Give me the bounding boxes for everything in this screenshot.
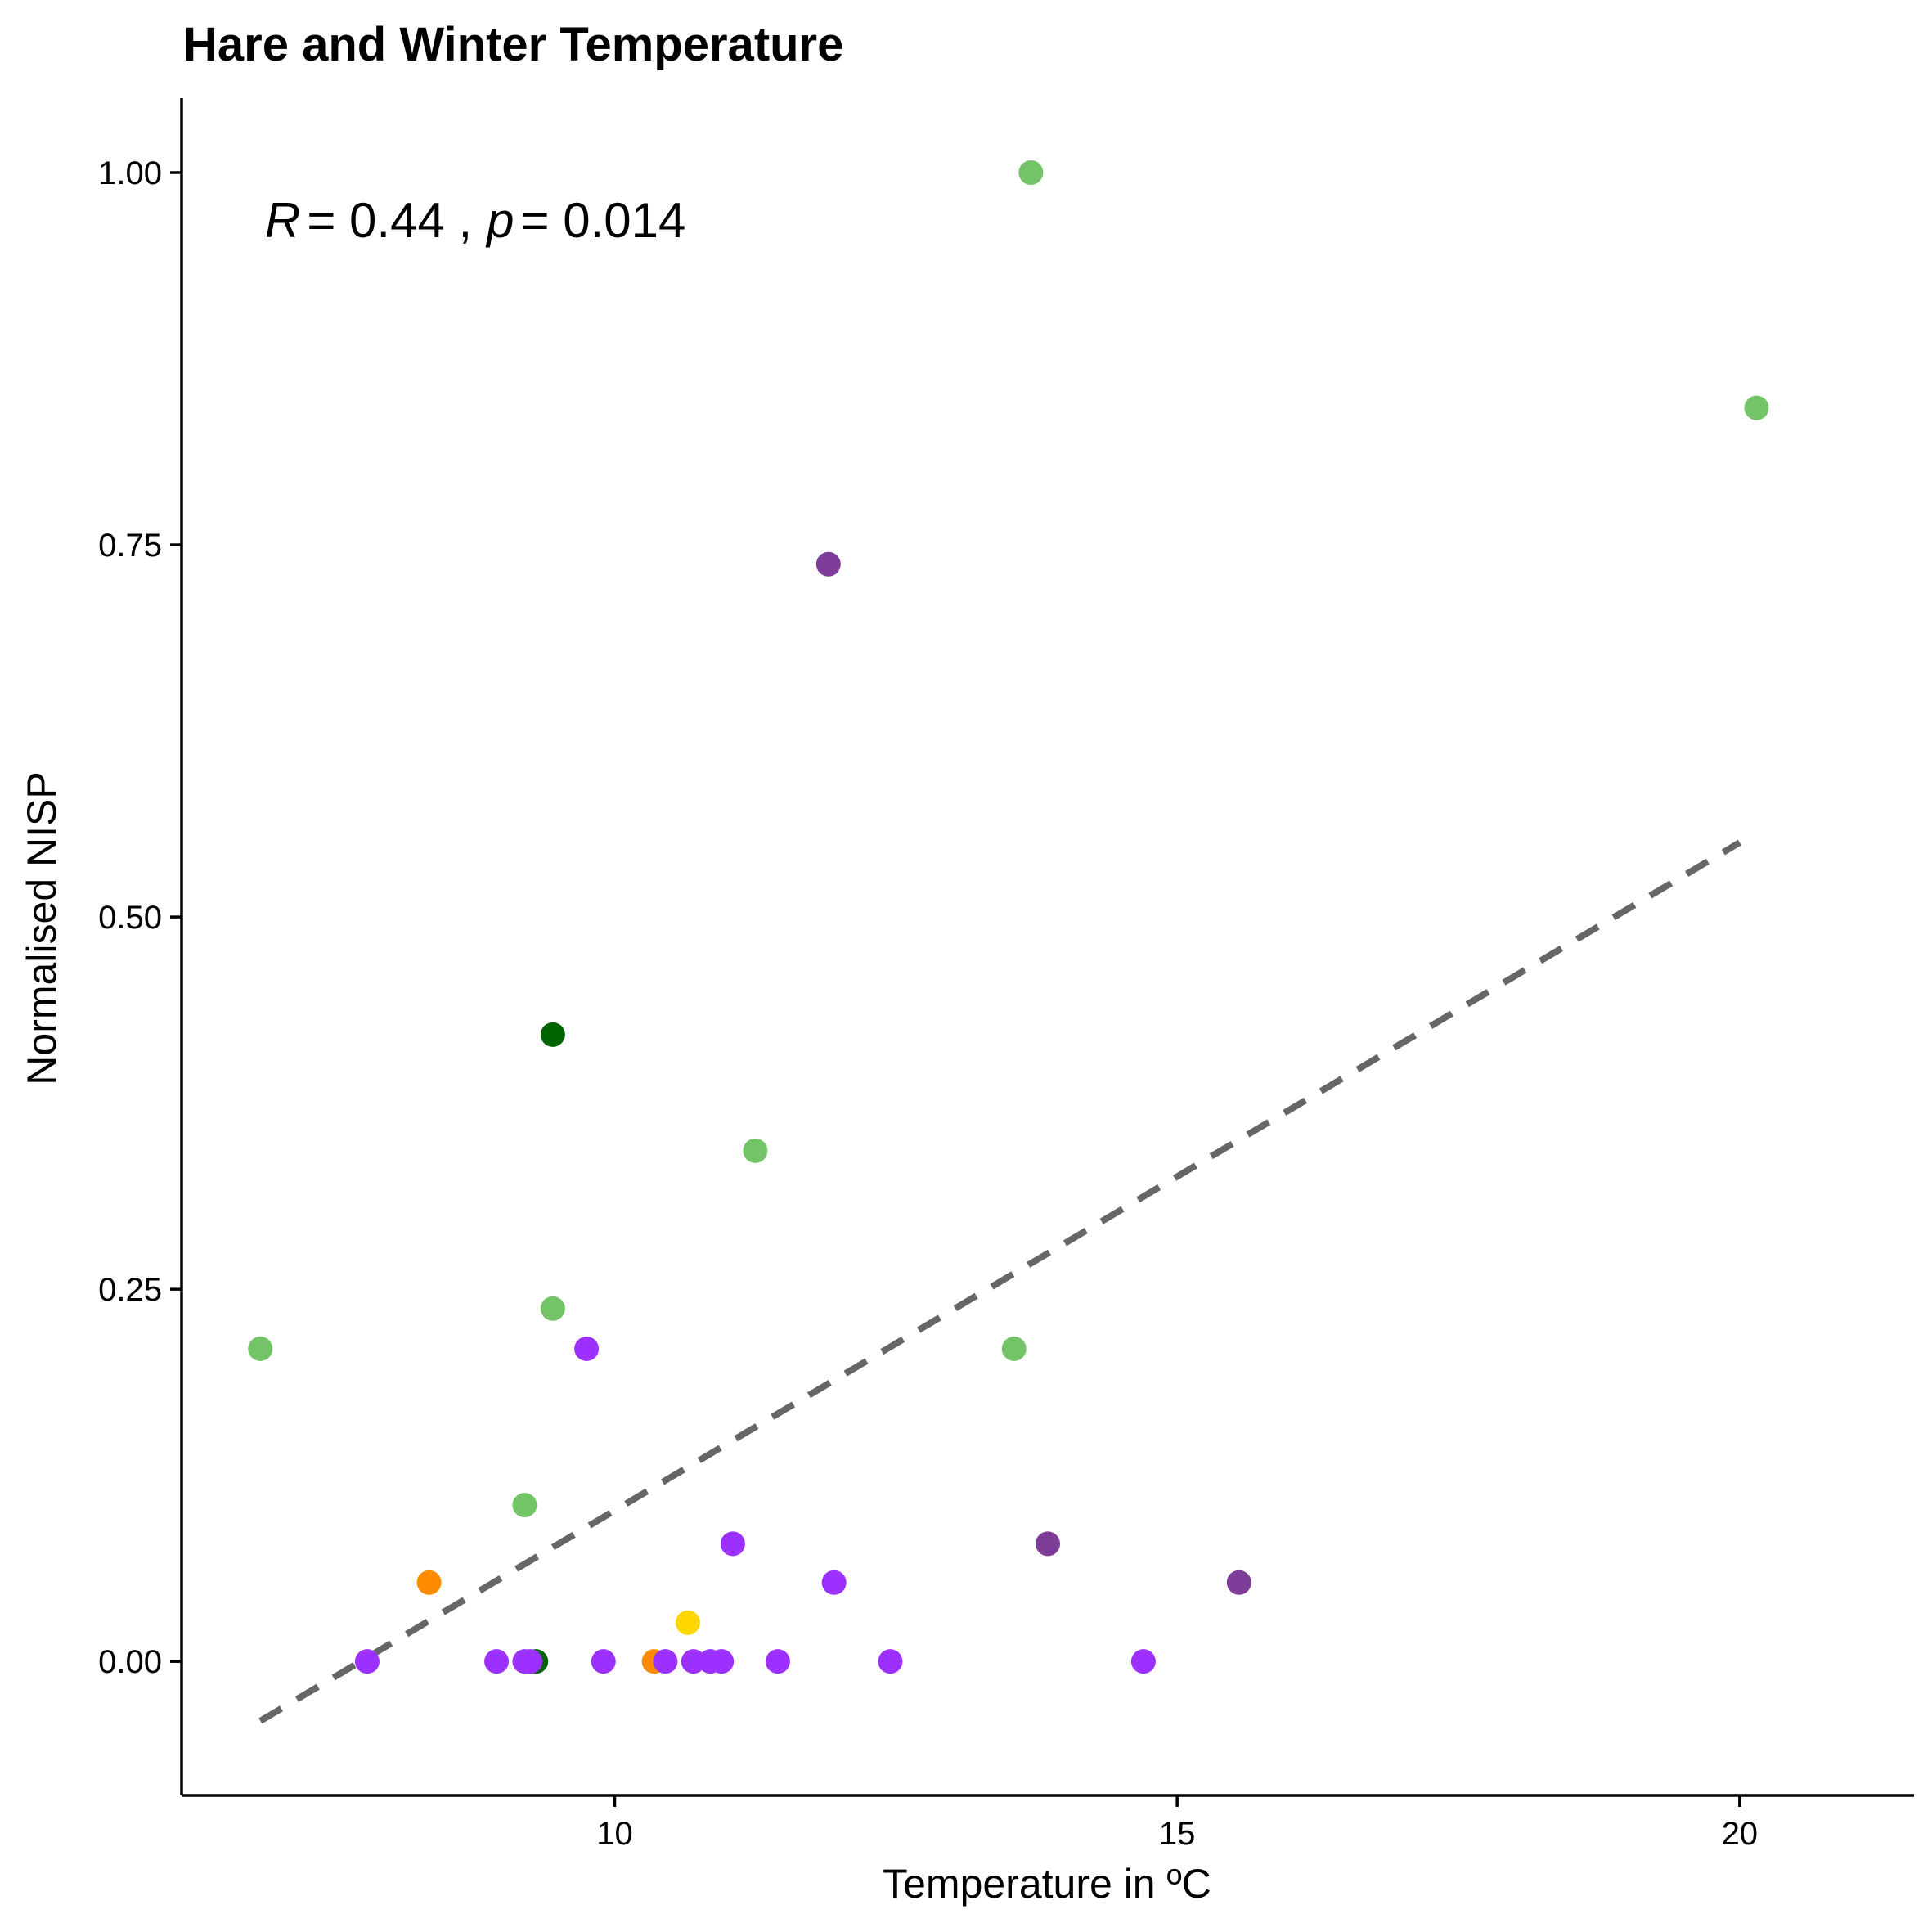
data-point — [681, 1649, 706, 1674]
data-point — [821, 1570, 847, 1595]
data-point — [1226, 1570, 1251, 1595]
x-axis-ticks: 10 15 20 — [596, 1795, 1758, 1852]
x-axis-title: Temperature in ºC — [883, 1861, 1211, 1907]
data-point — [709, 1649, 735, 1674]
series-5 — [815, 551, 1251, 1595]
data-point — [540, 1296, 565, 1321]
x-tick-label: 20 — [1722, 1816, 1759, 1852]
r-symbol: R — [265, 193, 300, 248]
data-point — [815, 551, 841, 577]
trend-line — [258, 839, 1741, 1724]
y-tick-label: 0.50 — [98, 900, 162, 936]
series-4 — [354, 1336, 1156, 1674]
y-axis-title: Normalised NISP — [19, 771, 65, 1085]
correlation-text: R = 0.44 , p = 0.014 — [265, 193, 685, 248]
points-layer — [248, 160, 1769, 1674]
data-point — [1018, 160, 1044, 186]
y-tick-label: 0.00 — [98, 1644, 162, 1680]
x-tick-label: 10 — [596, 1816, 633, 1852]
data-point — [591, 1649, 616, 1674]
data-point — [765, 1649, 790, 1674]
data-point — [720, 1531, 745, 1557]
y-axis-ticks: 0.00 0.25 0.50 0.75 1.00 — [98, 155, 182, 1680]
p-symbol: p — [485, 193, 514, 248]
data-point — [484, 1649, 510, 1674]
data-point — [574, 1336, 600, 1361]
correlation-annotation: R = 0.44 , p = 0.014 — [265, 193, 685, 248]
data-point — [878, 1649, 903, 1674]
data-point — [540, 1022, 565, 1047]
y-tick-label: 1.00 — [98, 155, 162, 191]
data-point — [512, 1493, 537, 1518]
data-point — [1130, 1649, 1156, 1674]
data-point — [248, 1336, 273, 1361]
data-point — [653, 1649, 678, 1674]
data-point — [1036, 1531, 1060, 1557]
series-1 — [523, 1022, 565, 1674]
data-point — [1001, 1336, 1027, 1361]
data-point — [354, 1649, 380, 1674]
data-point — [675, 1610, 700, 1635]
y-tick-label: 0.25 — [98, 1272, 162, 1308]
series-0 — [248, 160, 1769, 1518]
r-value: = 0.44 , — [307, 193, 472, 248]
data-point — [416, 1570, 442, 1595]
x-tick-label: 15 — [1159, 1816, 1196, 1852]
trend-line-layer — [258, 839, 1741, 1724]
series-3 — [675, 1610, 700, 1635]
data-point — [518, 1649, 543, 1674]
p-value: = 0.014 — [521, 193, 686, 248]
data-point — [743, 1138, 768, 1163]
chart-title: Hare and Winter Temperature — [183, 18, 843, 71]
y-tick-label: 0.75 — [98, 528, 162, 564]
data-point — [1744, 395, 1769, 420]
